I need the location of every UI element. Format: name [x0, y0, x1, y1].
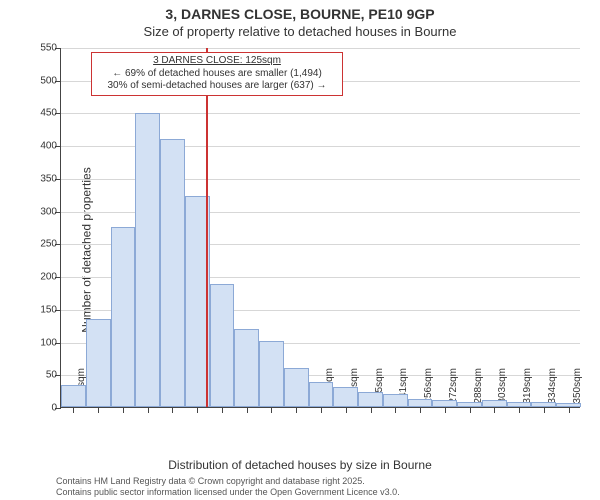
x-tick-label: 241sqm	[398, 368, 409, 416]
histogram-bar	[111, 227, 136, 407]
footer-line-1: Contains HM Land Registry data © Crown c…	[56, 476, 400, 487]
footer-attribution: Contains HM Land Registry data © Crown c…	[56, 476, 400, 498]
x-tick-label: 350sqm	[572, 368, 583, 416]
x-tick	[445, 407, 446, 413]
y-tick-label: 450	[27, 108, 57, 119]
x-tick-label: 288sqm	[473, 368, 484, 416]
y-tick-label: 150	[27, 304, 57, 315]
x-tick	[98, 407, 99, 413]
x-tick	[271, 407, 272, 413]
x-tick	[123, 407, 124, 413]
y-tick-label: 0	[27, 403, 57, 414]
y-tick-label: 400	[27, 141, 57, 152]
x-tick	[296, 407, 297, 413]
histogram-bar	[234, 329, 259, 407]
y-tick-label: 50	[27, 370, 57, 381]
x-tick	[544, 407, 545, 413]
y-tick-label: 200	[27, 272, 57, 283]
y-tick-label: 300	[27, 206, 57, 217]
annotation-line: 30% of semi-detached houses are larger (…	[96, 80, 338, 93]
plot-area: 3 DARNES CLOSE: 125sqm← 69% of detached …	[60, 48, 580, 408]
histogram-bar	[383, 394, 408, 407]
x-tick	[321, 407, 322, 413]
histogram-bar	[135, 113, 160, 407]
histogram-bar	[210, 284, 235, 407]
histogram-bar	[259, 341, 284, 407]
annotation-line: ← 69% of detached houses are smaller (1,…	[96, 68, 338, 81]
x-tick	[569, 407, 570, 413]
histogram-bar	[284, 368, 309, 407]
x-tick-label: 334sqm	[547, 368, 558, 416]
x-tick	[73, 407, 74, 413]
x-tick	[172, 407, 173, 413]
chart-container: 3, DARNES CLOSE, BOURNE, PE10 9GP Size o…	[0, 0, 600, 500]
grid-line	[61, 48, 580, 49]
title-line-2: Size of property relative to detached ho…	[0, 24, 600, 39]
annotation-box: 3 DARNES CLOSE: 125sqm← 69% of detached …	[91, 52, 343, 96]
histogram-bar	[333, 387, 358, 407]
histogram-bar	[531, 402, 556, 407]
x-tick-label: 256sqm	[423, 368, 434, 416]
histogram-bar	[457, 402, 482, 407]
annotation-line: 3 DARNES CLOSE: 125sqm	[96, 55, 338, 68]
footer-line-2: Contains public sector information licen…	[56, 487, 400, 498]
x-tick	[470, 407, 471, 413]
histogram-bar	[507, 402, 532, 407]
x-tick	[148, 407, 149, 413]
x-tick	[247, 407, 248, 413]
marker-line	[206, 48, 208, 407]
histogram-bar	[61, 385, 86, 407]
x-axis-label: Distribution of detached houses by size …	[0, 458, 600, 472]
x-tick	[395, 407, 396, 413]
histogram-bar	[358, 392, 383, 407]
x-tick-label: 272sqm	[448, 368, 459, 416]
histogram-bar	[408, 399, 433, 407]
histogram-bar	[556, 403, 581, 407]
y-tick-label: 500	[27, 75, 57, 86]
x-tick	[197, 407, 198, 413]
y-tick-label: 550	[27, 43, 57, 54]
histogram-bar	[432, 400, 457, 407]
y-tick-label: 100	[27, 337, 57, 348]
histogram-bar	[309, 382, 334, 407]
x-tick	[346, 407, 347, 413]
y-tick-label: 350	[27, 173, 57, 184]
title-line-1: 3, DARNES CLOSE, BOURNE, PE10 9GP	[0, 6, 600, 22]
histogram-bar	[86, 319, 111, 407]
x-tick-label: 319sqm	[522, 368, 533, 416]
x-tick	[494, 407, 495, 413]
histogram-bar	[482, 400, 507, 407]
x-tick	[420, 407, 421, 413]
x-tick	[519, 407, 520, 413]
y-tick-label: 250	[27, 239, 57, 250]
x-tick-label: 303sqm	[497, 368, 508, 416]
x-tick	[222, 407, 223, 413]
histogram-bar	[160, 139, 185, 407]
x-tick	[371, 407, 372, 413]
